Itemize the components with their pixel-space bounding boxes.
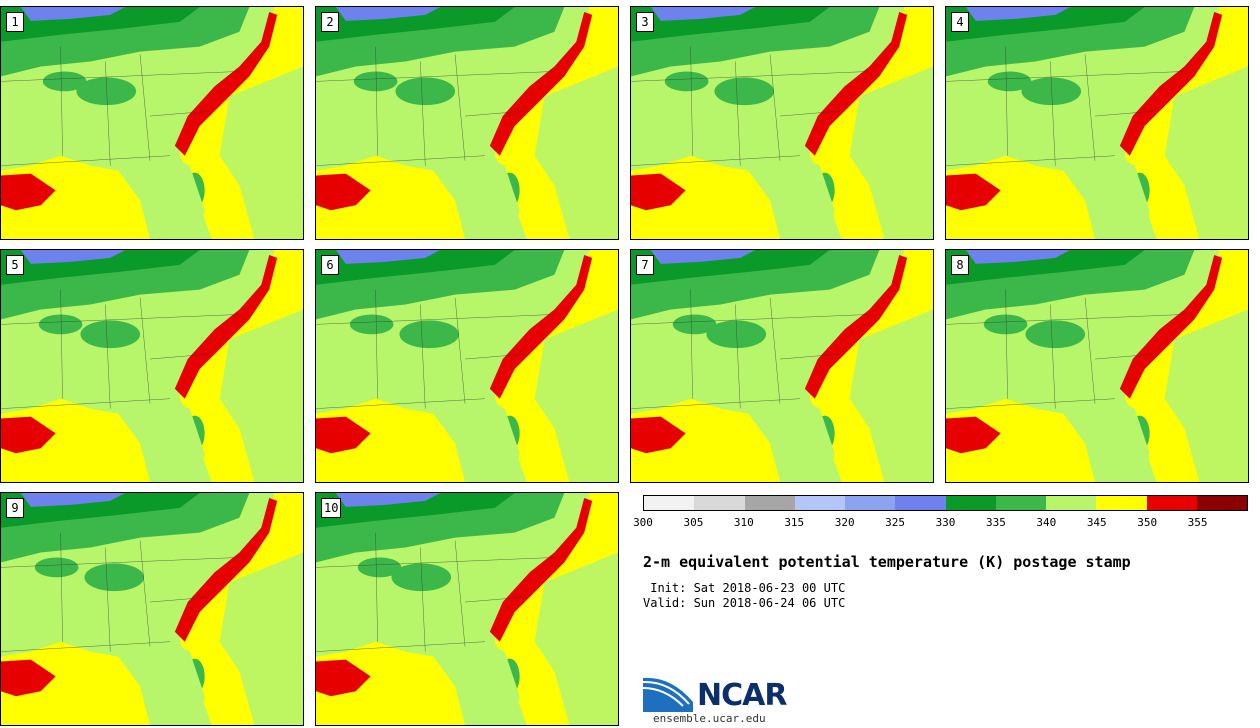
- colorbar-tick-label: 355: [1187, 516, 1208, 529]
- colorbar-swatch: [995, 496, 1046, 510]
- ensemble-member-panel: 2: [315, 6, 619, 240]
- ensemble-member-panel: 8: [945, 249, 1249, 483]
- ncar-logo: NCAR: [643, 670, 793, 715]
- map-image: [631, 7, 933, 239]
- colorbar-swatch: [1196, 496, 1247, 510]
- member-number-label: 9: [6, 498, 24, 518]
- colorbar-tick-label: 335: [985, 516, 1006, 529]
- member-number-label: 3: [636, 12, 654, 32]
- colorbar-tick-label: 340: [1036, 516, 1057, 529]
- init-time: Init: Sat 2018-06-23 00 UTC: [643, 581, 846, 595]
- ensemble-member-panel: 7: [630, 249, 934, 483]
- colorbar: [643, 495, 1248, 511]
- member-number-label: 5: [6, 255, 24, 275]
- colorbar-tick-label: 305: [683, 516, 704, 529]
- colorbar-swatch: [694, 496, 745, 510]
- member-number-label: 7: [636, 255, 654, 275]
- colorbar-swatch: [744, 496, 795, 510]
- ensemble-member-panel: 6: [315, 249, 619, 483]
- ensemble-member-panel: 4: [945, 6, 1249, 240]
- colorbar-swatch: [1096, 496, 1147, 510]
- colorbar-swatch: [945, 496, 996, 510]
- member-number-label: 2: [321, 12, 339, 32]
- member-number-label: 4: [951, 12, 969, 32]
- colorbar-tick-label: 350: [1137, 516, 1158, 529]
- colorbar-tick-label: 310: [733, 516, 754, 529]
- figure-title: 2-m equivalent potential temperature (K)…: [643, 553, 1131, 571]
- map-image: [946, 7, 1248, 239]
- colorbar-tick-label: 320: [834, 516, 855, 529]
- colorbar-swatch: [1046, 496, 1097, 510]
- colorbar-swatch: [644, 496, 695, 510]
- colorbar-tick-label: 315: [784, 516, 805, 529]
- member-number-label: 8: [951, 255, 969, 275]
- map-image: [631, 250, 933, 482]
- colorbar-tick-label: 345: [1086, 516, 1107, 529]
- logo-url: ensemble.ucar.edu: [653, 712, 766, 725]
- ensemble-member-panel: 3: [630, 6, 934, 240]
- member-number-label: 1: [6, 12, 24, 32]
- ensemble-member-panel: 1: [0, 6, 304, 240]
- ncar-logo-icon: [643, 677, 693, 712]
- ensemble-member-panel: 5: [0, 249, 304, 483]
- member-number-label: 10: [321, 498, 342, 518]
- colorbar-swatch: [845, 496, 896, 510]
- map-image: [1, 7, 303, 239]
- ensemble-member-panel: 10: [315, 492, 619, 726]
- map-image: [1, 250, 303, 482]
- map-image: [1, 493, 303, 725]
- valid-time: Valid: Sun 2018-06-24 06 UTC: [643, 596, 846, 610]
- colorbar-swatch: [794, 496, 845, 510]
- member-number-label: 6: [321, 255, 339, 275]
- map-image: [316, 7, 618, 239]
- ensemble-member-panel: 9: [0, 492, 304, 726]
- colorbar-tick-label: 300: [633, 516, 653, 529]
- ncar-logo-text: NCAR: [697, 678, 787, 713]
- colorbar-swatch: [1146, 496, 1197, 510]
- map-image: [946, 250, 1248, 482]
- colorbar-tick-label: 325: [885, 516, 906, 529]
- colorbar-tick-label: 330: [935, 516, 956, 529]
- colorbar-swatch: [895, 496, 946, 510]
- map-image: [316, 493, 618, 725]
- map-image: [316, 250, 618, 482]
